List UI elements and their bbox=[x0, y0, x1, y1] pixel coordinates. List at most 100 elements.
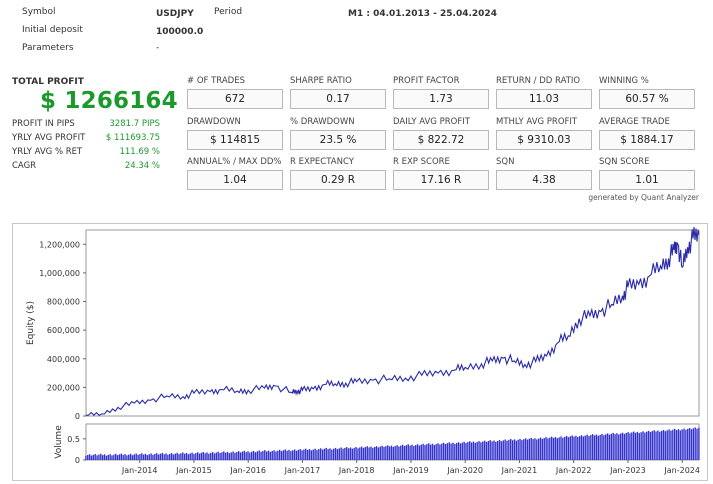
volume-bar bbox=[636, 431, 639, 460]
volume-bar bbox=[422, 443, 424, 460]
volume-bar bbox=[496, 440, 499, 460]
volume-bar bbox=[502, 440, 504, 460]
volume-bar bbox=[107, 454, 109, 460]
volume-bar bbox=[137, 454, 139, 460]
volume-bar bbox=[258, 450, 260, 460]
volume-bar bbox=[392, 446, 395, 460]
volume-bar bbox=[562, 437, 564, 460]
volume-bar bbox=[141, 453, 143, 460]
volume-bar bbox=[329, 448, 331, 460]
volume-bar bbox=[564, 436, 566, 460]
volume-bar bbox=[683, 428, 685, 460]
volume-bar bbox=[221, 452, 223, 460]
volume-bar bbox=[362, 447, 365, 460]
equity-y-axis-label: Equity ($) bbox=[26, 301, 36, 345]
volume-bar bbox=[128, 454, 130, 460]
volume-bar bbox=[245, 452, 247, 460]
x-tick-label: Jan-2015 bbox=[175, 466, 212, 475]
volume-bar bbox=[517, 439, 519, 460]
volume-bar bbox=[437, 443, 439, 460]
volume-bar bbox=[355, 447, 357, 460]
volume-bar bbox=[215, 452, 218, 460]
volume-bar bbox=[273, 450, 275, 460]
equity-line bbox=[85, 227, 700, 416]
stat-pct-drawdown: % DRAWDOWN 23.5 % bbox=[290, 117, 388, 150]
volume-bar bbox=[349, 447, 352, 460]
stat-sqn: SQN 4.38 bbox=[496, 157, 594, 190]
volume-bar bbox=[377, 447, 380, 460]
equity-plot-area bbox=[85, 229, 700, 417]
volume-bar bbox=[528, 438, 531, 460]
volume-bar bbox=[608, 434, 611, 460]
volume-bar bbox=[634, 432, 637, 460]
volume-bar bbox=[167, 454, 169, 460]
summary-row-label: YRLY AVG % RET bbox=[12, 147, 83, 157]
volume-bar bbox=[679, 430, 681, 460]
volume-bar bbox=[306, 449, 309, 460]
stat-value: 60.57 % bbox=[599, 89, 695, 109]
volume-bar bbox=[565, 435, 568, 460]
volume-bar bbox=[278, 449, 281, 460]
volume-bar bbox=[666, 430, 668, 460]
volume-bar bbox=[651, 431, 654, 460]
volume-bar bbox=[202, 451, 204, 460]
volume-bar bbox=[575, 435, 577, 460]
volume-bar bbox=[591, 434, 594, 460]
volume-bar bbox=[675, 430, 678, 460]
volume-bar bbox=[435, 444, 437, 460]
volume-bar bbox=[163, 454, 165, 460]
volume-bar bbox=[204, 453, 206, 460]
volume-bar bbox=[288, 449, 290, 460]
equity-chart-panel: 0 200,000 400,000 600,000 800,000 1,000,000 1,… bbox=[12, 223, 708, 481]
volume-bar bbox=[383, 446, 385, 460]
volume-bar bbox=[116, 455, 119, 460]
volume-bar bbox=[614, 434, 616, 460]
volume-bar bbox=[647, 430, 650, 460]
volume-bar bbox=[388, 446, 391, 460]
volume-bar bbox=[357, 448, 359, 460]
volume-bar bbox=[590, 435, 592, 460]
stat-value: 1.04 bbox=[187, 170, 283, 190]
volume-bar bbox=[510, 439, 512, 460]
volume-bar bbox=[92, 454, 95, 460]
volume-bar bbox=[536, 439, 538, 460]
stat-label: ANNUAL% / MAX DD% bbox=[187, 157, 282, 167]
volume-bar bbox=[508, 439, 510, 460]
volume-bar bbox=[105, 455, 108, 460]
volume-bar bbox=[429, 444, 432, 460]
y-tick-label: 1,000,000 bbox=[39, 269, 80, 278]
volume-bar bbox=[526, 439, 529, 460]
stat-value: $ 9310.03 bbox=[496, 130, 592, 150]
volume-bar bbox=[498, 440, 501, 460]
stat-label: RETURN / DD RATIO bbox=[496, 76, 581, 86]
volume-bar bbox=[351, 448, 354, 460]
volume-bar bbox=[601, 433, 603, 460]
stat-value: 4.38 bbox=[496, 170, 592, 190]
volume-bar bbox=[366, 446, 368, 460]
volume-bar bbox=[552, 437, 555, 460]
volume-bar bbox=[262, 450, 264, 460]
stat-value: 11.03 bbox=[496, 89, 592, 109]
volume-bar bbox=[275, 451, 277, 460]
volume-bar bbox=[474, 442, 477, 460]
volume-bar bbox=[284, 449, 286, 460]
volume-bar bbox=[455, 443, 458, 460]
volume-bar bbox=[94, 453, 96, 460]
volume-bar bbox=[573, 436, 575, 460]
volume-bar bbox=[605, 434, 607, 460]
stat-annual-max-dd: ANNUAL% / MAX DD% 1.04 bbox=[187, 157, 285, 190]
volume-bar bbox=[122, 454, 124, 460]
volume-bar bbox=[621, 432, 624, 460]
volume-bar bbox=[301, 450, 303, 460]
volume-bar bbox=[236, 451, 238, 460]
volume-bar bbox=[632, 431, 635, 460]
volume-bar bbox=[344, 447, 346, 460]
volume-bar bbox=[433, 444, 436, 460]
y-tick-label: 800,000 bbox=[47, 298, 80, 307]
total-profit-value: $ 1266164 bbox=[40, 88, 178, 114]
volume-bar bbox=[223, 451, 225, 460]
volume-bar bbox=[359, 447, 361, 460]
volume-bar bbox=[668, 429, 670, 460]
volume-bar bbox=[685, 429, 687, 460]
volume-bar bbox=[556, 438, 558, 460]
